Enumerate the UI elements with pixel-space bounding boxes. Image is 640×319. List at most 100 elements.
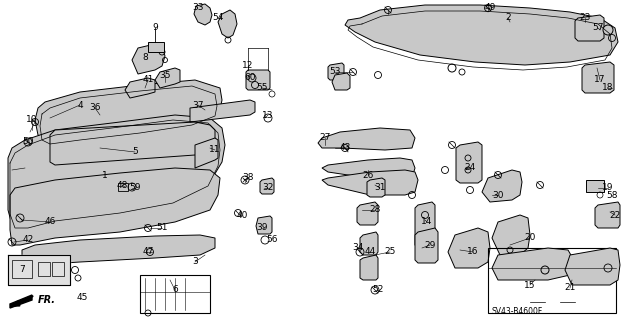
Text: 4: 4: [77, 100, 83, 109]
Text: 51: 51: [156, 224, 168, 233]
Polygon shape: [10, 168, 220, 245]
Text: 49: 49: [484, 4, 496, 12]
Text: 18: 18: [602, 84, 614, 93]
Polygon shape: [256, 216, 272, 234]
Bar: [140, 275, 210, 313]
Bar: [586, 180, 604, 192]
Polygon shape: [322, 170, 418, 195]
Polygon shape: [35, 80, 222, 140]
Polygon shape: [50, 122, 215, 165]
Text: 47: 47: [142, 248, 154, 256]
Text: 20: 20: [524, 234, 536, 242]
Text: 40: 40: [236, 211, 248, 219]
Text: 17: 17: [595, 76, 605, 85]
Text: 46: 46: [44, 218, 56, 226]
Polygon shape: [155, 68, 180, 88]
Text: 7: 7: [19, 265, 25, 275]
Text: 31: 31: [374, 183, 386, 192]
Polygon shape: [195, 138, 218, 168]
Polygon shape: [575, 15, 604, 41]
Polygon shape: [360, 232, 378, 255]
Polygon shape: [190, 100, 255, 122]
Text: 14: 14: [421, 218, 433, 226]
Text: 2: 2: [505, 13, 511, 23]
Text: 54: 54: [212, 13, 224, 23]
Text: SV43-B4600F: SV43-B4600F: [492, 308, 543, 316]
Text: 8: 8: [142, 54, 148, 63]
Polygon shape: [22, 235, 215, 265]
Text: 45: 45: [76, 293, 88, 302]
Text: 34: 34: [352, 243, 364, 253]
Text: 13: 13: [262, 110, 274, 120]
Text: 11: 11: [209, 145, 221, 154]
Text: FR.: FR.: [38, 295, 56, 305]
Text: 56: 56: [266, 235, 278, 244]
Text: 25: 25: [384, 248, 396, 256]
Text: 16: 16: [467, 248, 479, 256]
Polygon shape: [448, 228, 490, 268]
Bar: [118, 183, 128, 191]
Polygon shape: [595, 202, 620, 228]
Polygon shape: [565, 248, 620, 285]
Text: 57: 57: [592, 24, 604, 33]
Bar: [148, 42, 164, 52]
Text: 59: 59: [129, 183, 141, 192]
Polygon shape: [367, 178, 385, 197]
Polygon shape: [246, 70, 270, 90]
Text: 22: 22: [609, 211, 621, 219]
Polygon shape: [360, 255, 378, 280]
Text: 37: 37: [192, 100, 204, 109]
Text: 53: 53: [329, 68, 340, 77]
Text: 23: 23: [579, 13, 591, 23]
Text: 38: 38: [243, 174, 253, 182]
Polygon shape: [415, 202, 435, 248]
Text: 24: 24: [465, 164, 476, 173]
Bar: [38, 262, 50, 276]
Text: 55: 55: [256, 84, 268, 93]
Polygon shape: [357, 202, 378, 225]
Polygon shape: [328, 63, 344, 80]
Polygon shape: [260, 178, 274, 194]
Text: 15: 15: [524, 280, 536, 290]
Polygon shape: [218, 10, 237, 38]
Text: 30: 30: [492, 190, 504, 199]
Text: 43: 43: [339, 144, 351, 152]
Text: 33: 33: [192, 4, 204, 12]
Text: 44: 44: [364, 248, 376, 256]
Text: 28: 28: [369, 205, 381, 214]
Text: 19: 19: [602, 183, 614, 192]
Text: 21: 21: [564, 284, 576, 293]
Polygon shape: [318, 128, 415, 150]
Text: 27: 27: [319, 133, 331, 143]
Text: 29: 29: [424, 241, 436, 249]
Polygon shape: [456, 142, 482, 183]
Text: 1: 1: [102, 170, 108, 180]
Polygon shape: [132, 44, 165, 74]
Circle shape: [603, 25, 613, 35]
Polygon shape: [8, 255, 70, 285]
Text: 41: 41: [142, 76, 154, 85]
Polygon shape: [125, 78, 155, 98]
Text: 52: 52: [372, 286, 384, 294]
Polygon shape: [194, 4, 212, 25]
Polygon shape: [492, 215, 530, 255]
Text: 26: 26: [362, 170, 374, 180]
Bar: [52, 262, 64, 276]
Polygon shape: [322, 158, 415, 180]
Text: 42: 42: [22, 235, 34, 244]
Text: 10: 10: [26, 115, 38, 124]
Text: 35: 35: [159, 70, 171, 79]
Text: 48: 48: [116, 181, 128, 189]
Polygon shape: [8, 115, 225, 225]
Polygon shape: [582, 62, 614, 93]
Text: 58: 58: [606, 190, 618, 199]
Text: 12: 12: [243, 61, 253, 70]
Bar: [488, 248, 616, 313]
Text: 32: 32: [262, 183, 274, 192]
Polygon shape: [415, 228, 438, 263]
Polygon shape: [345, 5, 618, 65]
Text: 36: 36: [89, 103, 100, 113]
Text: 6: 6: [172, 286, 178, 294]
Text: 3: 3: [192, 257, 198, 266]
Polygon shape: [332, 73, 350, 90]
